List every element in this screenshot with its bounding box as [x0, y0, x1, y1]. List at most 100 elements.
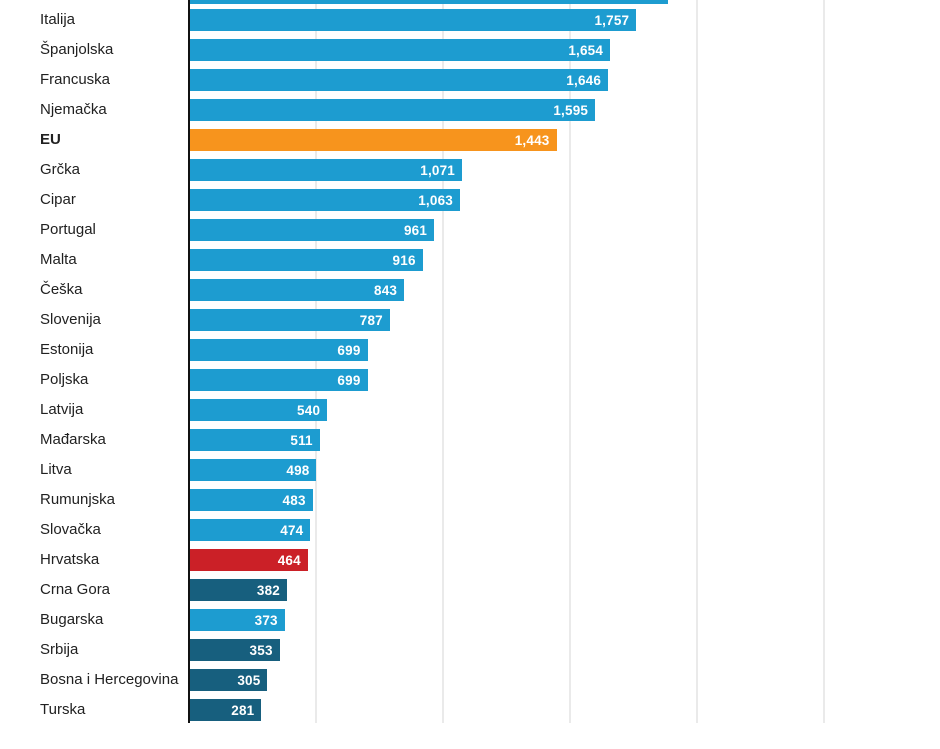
category-label: Turska — [40, 701, 86, 718]
value-label: 483 — [282, 493, 306, 508]
value-label: 281 — [231, 703, 255, 718]
bar-row: Cipar 1,063 — [0, 189, 940, 211]
bar-row: Hrvatska 464 — [0, 549, 940, 571]
bar[interactable]: 353 — [190, 639, 280, 661]
bar[interactable]: 373 — [190, 609, 285, 631]
category-label: Estonija — [40, 341, 94, 358]
bar-row: Poljska 699 — [0, 369, 940, 391]
value-label: 1,757 — [594, 13, 630, 28]
value-label: 699 — [337, 373, 361, 388]
value-label: 1,595 — [553, 103, 589, 118]
value-label: 474 — [280, 523, 304, 538]
bar[interactable]: 281 — [190, 699, 262, 721]
bar[interactable]: 1,063 — [190, 189, 460, 211]
category-label: Malta — [40, 251, 77, 268]
value-label: 540 — [297, 403, 321, 418]
category-label: Slovačka — [40, 521, 101, 538]
value-label: 464 — [277, 553, 301, 568]
category-label: Španjolska — [40, 41, 114, 58]
value-label: 1,063 — [418, 193, 453, 208]
gridline — [696, 0, 698, 723]
bar[interactable]: 498 — [190, 459, 317, 481]
bar-row: Slovenija 787 — [0, 309, 940, 331]
category-label: Srbija — [40, 641, 79, 658]
bar[interactable]: 483 — [190, 489, 313, 511]
category-label: Bosna i Hercegovina — [40, 671, 179, 688]
category-label: Češka — [40, 281, 83, 298]
bar[interactable]: 511 — [190, 429, 320, 451]
category-label: Rumunjska — [40, 491, 116, 508]
bar[interactable]: 474 — [190, 519, 311, 541]
category-label: EU — [40, 131, 61, 148]
gridline — [315, 0, 317, 723]
value-label: 1,443 — [514, 133, 550, 148]
bar-row: Bosna i Hercegovina 305 — [0, 669, 940, 691]
category-label: Latvija — [40, 401, 84, 418]
bar-row: Grčka 1,071 — [0, 159, 940, 181]
category-label: Portugal — [40, 221, 96, 238]
value-label: 787 — [359, 313, 383, 328]
bar-row: Njemačka 1,595 — [0, 99, 940, 121]
category-label: Crna Gora — [40, 581, 111, 598]
bar-row: Turska 281 — [0, 699, 940, 721]
bar[interactable]: 540 — [190, 399, 328, 421]
value-label: 699 — [337, 343, 361, 358]
value-label: 498 — [286, 463, 310, 478]
bar[interactable]: 1,595 — [190, 99, 596, 121]
value-label: 961 — [403, 223, 428, 238]
bar-row: Estonija 699 — [0, 339, 940, 361]
category-label: Francuska — [40, 71, 111, 88]
bar-row: Bugarska 373 — [0, 609, 940, 631]
bar[interactable]: 464 — [190, 549, 308, 571]
bar-row: Francuska 1,646 — [0, 69, 940, 91]
value-label: 511 — [290, 433, 313, 448]
value-label: 353 — [249, 643, 273, 658]
category-label: Grčka — [40, 161, 81, 178]
category-label: Mađarska — [40, 431, 106, 448]
value-label: 382 — [256, 583, 281, 598]
bar[interactable]: 305 — [190, 669, 268, 691]
bar-row: Portugal 961 — [0, 219, 940, 241]
bar[interactable]: 699 — [190, 339, 368, 361]
bar[interactable]: 843 — [190, 279, 405, 301]
value-label: 1,071 — [420, 163, 456, 178]
value-label: 916 — [392, 253, 416, 268]
clipped-bar-top[interactable] — [190, 0, 668, 4]
bar[interactable]: 382 — [190, 579, 288, 601]
category-label: Poljska — [40, 371, 89, 388]
gridline — [823, 0, 825, 723]
bar[interactable]: 1,646 — [190, 69, 609, 91]
bar-row: Rumunjska 483 — [0, 489, 940, 511]
bar[interactable]: 1,071 — [190, 159, 463, 181]
category-label: Njemačka — [40, 101, 107, 118]
value-label: 1,646 — [566, 73, 602, 88]
category-label: Bugarska — [40, 611, 104, 628]
bar-row: Srbija 353 — [0, 639, 940, 661]
y-axis-line — [188, 0, 190, 723]
bar[interactable]: 916 — [190, 249, 423, 271]
category-label: Cipar — [40, 191, 76, 208]
bar[interactable]: 699 — [190, 369, 368, 391]
bar[interactable]: 1,443 — [190, 129, 557, 151]
gridline — [442, 0, 444, 723]
bar[interactable]: 787 — [190, 309, 390, 331]
bar-row: Slovačka 474 — [0, 519, 940, 541]
category-label: Slovenija — [40, 311, 101, 328]
bar-row: Litva 498 — [0, 459, 940, 481]
value-label: 843 — [373, 283, 398, 298]
gridline — [569, 0, 571, 723]
bar[interactable]: 1,757 — [190, 9, 637, 31]
bar-row: Češka 843 — [0, 279, 940, 301]
bar-row: Crna Gora 382 — [0, 579, 940, 601]
bar-row: Malta 916 — [0, 249, 940, 271]
bar-row: Mađarska 511 — [0, 429, 940, 451]
bar-row: EU 1,443 — [0, 129, 940, 151]
bar[interactable]: 1,654 — [190, 39, 611, 61]
value-label: 305 — [237, 673, 261, 688]
value-label: 1,654 — [568, 43, 604, 58]
bar[interactable]: 961 — [190, 219, 435, 241]
category-label: Hrvatska — [40, 551, 100, 568]
